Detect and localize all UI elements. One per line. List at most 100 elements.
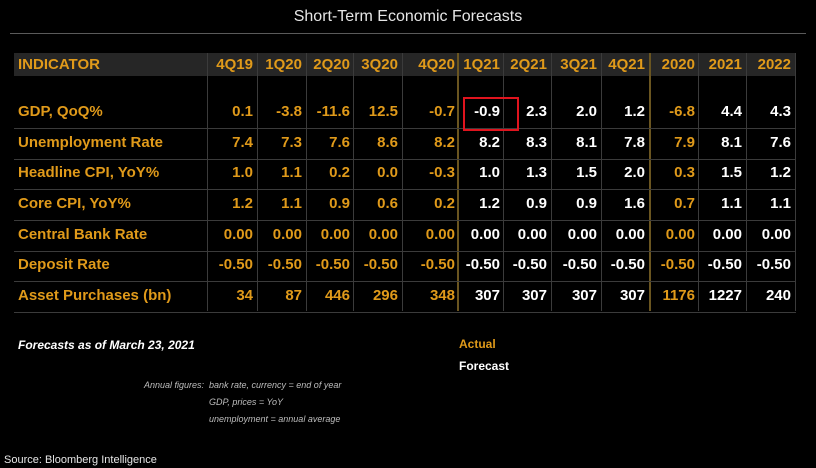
table-cell: 7.9 (674, 134, 695, 151)
highlighted-cell-box (463, 97, 519, 131)
table-cell: -0.50 (707, 256, 742, 273)
table-cell: 1.2 (770, 164, 791, 181)
table-cell: 1.5 (576, 164, 597, 181)
table-cell: -0.3 (429, 164, 455, 181)
table-cell: 2.0 (624, 164, 645, 181)
row-divider (14, 281, 796, 282)
table-cell: 8.2 (479, 134, 500, 151)
table-cell: -6.8 (669, 103, 695, 120)
table-cell: 7.6 (770, 134, 791, 151)
table-cell: 1176 (662, 287, 695, 304)
table-cell: -0.50 (562, 256, 597, 273)
row-label: Deposit Rate (18, 256, 110, 273)
column-separator (746, 53, 747, 311)
table-cell: 4.4 (721, 103, 742, 120)
column-separator (795, 53, 796, 311)
table-cell: 446 (324, 287, 350, 304)
table-cell: 7.6 (329, 134, 350, 151)
table-cell: -0.50 (363, 256, 398, 273)
table-cell: 348 (429, 287, 455, 304)
column-header: 4Q20 (418, 56, 455, 73)
table-cell: 1.0 (479, 164, 500, 181)
column-separator (551, 53, 552, 311)
header-indicator: INDICATOR (18, 56, 100, 73)
row-label: Headline CPI, YoY% (18, 164, 160, 181)
table-cell: 1.0 (232, 164, 253, 181)
table-cell: -0.9 (474, 103, 500, 120)
column-header: 3Q21 (560, 56, 597, 73)
table-cell: -0.50 (610, 256, 645, 273)
table-cell: 0.00 (272, 226, 302, 243)
table-cell: 0.9 (329, 195, 350, 212)
column-header: 2022 (757, 56, 791, 73)
table-header-band (14, 53, 796, 76)
column-header: 1Q20 (265, 56, 302, 73)
column-header: 1Q21 (463, 56, 500, 73)
table-cell: 307 (521, 287, 547, 304)
row-divider (14, 312, 796, 313)
table-cell: -0.7 (429, 103, 455, 120)
table-cell: -3.8 (276, 103, 302, 120)
table-cell: -0.50 (660, 256, 695, 273)
table-cell: 296 (372, 287, 398, 304)
table-cell: 1.1 (770, 195, 791, 212)
table-cell: 87 (285, 287, 302, 304)
source-note: Source: Bloomberg Intelligence (4, 454, 157, 466)
column-separator (601, 53, 602, 311)
table-cell: 1227 (708, 287, 742, 304)
row-label: Asset Purchases (bn) (18, 287, 172, 304)
table-cell: 0.00 (567, 226, 597, 243)
table-cell: 0.00 (665, 226, 695, 243)
legend-forecast: Forecast (459, 359, 510, 373)
table-cell: 0.00 (470, 226, 500, 243)
row-divider (14, 220, 796, 221)
table-cell: -0.50 (465, 256, 500, 273)
table-cell: -0.50 (512, 256, 547, 273)
column-separator (306, 53, 307, 311)
table-cell: 0.00 (368, 226, 398, 243)
table-cell: 0.2 (329, 164, 350, 181)
table-cell: 0.1 (232, 103, 253, 120)
table-cell: 0.9 (526, 195, 547, 212)
table-cell: 1.2 (624, 103, 645, 120)
table-cell: 0.00 (425, 226, 455, 243)
row-label: GDP, QoQ% (18, 103, 103, 120)
column-separator (457, 53, 459, 311)
table-cell: 1.5 (721, 164, 742, 181)
column-separator (353, 53, 354, 311)
column-separator (649, 53, 651, 311)
table-cell: -0.50 (420, 256, 455, 273)
table-cell: 2.3 (526, 103, 547, 120)
annual-note-line-1: bank rate, currency = end of year (209, 380, 342, 390)
table-cell: 0.2 (434, 195, 455, 212)
table-cell: 0.00 (712, 226, 742, 243)
table-cell: 1.1 (281, 164, 302, 181)
column-header: 2Q21 (510, 56, 547, 73)
row-divider (14, 128, 796, 129)
table-cell: 0.00 (615, 226, 645, 243)
chart-title: Short-Term Economic Forecasts (293, 8, 523, 25)
annual-note-line-3: unemployment = annual average (209, 414, 341, 424)
table-cell: 7.8 (624, 134, 645, 151)
column-header: 4Q21 (608, 56, 645, 73)
table-cell: 307 (619, 287, 645, 304)
table-cell: 8.6 (377, 134, 398, 151)
table-cell: 0.6 (377, 195, 398, 212)
table-cell: 1.6 (624, 195, 645, 212)
table-cell: 0.00 (223, 226, 253, 243)
annual-note-line-2: GDP, prices = YoY (209, 397, 283, 407)
table-cell: 8.1 (576, 134, 597, 151)
column-separator (207, 53, 208, 311)
table-cell: 8.1 (721, 134, 742, 151)
column-header: 2021 (708, 56, 742, 73)
table-cell: 0.00 (761, 226, 791, 243)
legend-actual: Actual (459, 337, 496, 351)
table-cell: 12.5 (368, 103, 398, 120)
table-cell: 240 (765, 287, 791, 304)
column-separator (698, 53, 699, 311)
table-cell: 7.3 (281, 134, 302, 151)
annual-figures-label: Annual figures: (143, 380, 204, 390)
table-cell: 1.2 (479, 195, 500, 212)
column-separator (503, 53, 504, 311)
table-cell: 2.0 (576, 103, 597, 120)
